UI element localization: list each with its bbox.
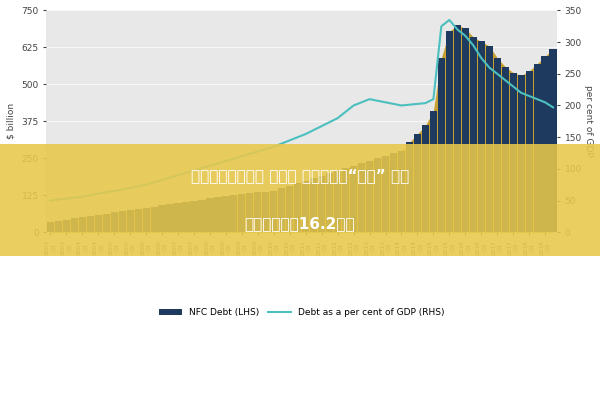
Bar: [358, 163, 365, 232]
Bar: [206, 198, 214, 232]
Bar: [485, 46, 493, 232]
Bar: [350, 166, 357, 232]
Legend: NFC Debt (LHS), Debt as a per cent of GDP (RHS): NFC Debt (LHS), Debt as a per cent of GD…: [155, 305, 448, 321]
Bar: [509, 72, 517, 232]
Bar: [223, 196, 230, 232]
Bar: [278, 188, 286, 232]
Bar: [390, 153, 397, 232]
Bar: [398, 151, 405, 232]
Bar: [127, 210, 134, 232]
Bar: [238, 194, 245, 232]
Bar: [262, 192, 269, 232]
Bar: [199, 200, 206, 232]
Bar: [342, 168, 349, 232]
Bar: [134, 209, 142, 232]
Bar: [190, 201, 197, 232]
Bar: [95, 215, 102, 232]
Bar: [246, 193, 253, 232]
Bar: [502, 67, 509, 232]
Bar: [406, 142, 413, 232]
Text: 安全炒股配资门户 大摩： 予九兴控股“增持” 评级: 安全炒股配资门户 大摩： 予九兴控股“增持” 评级: [191, 168, 409, 184]
Bar: [270, 191, 277, 232]
Bar: [143, 208, 150, 232]
Bar: [79, 217, 86, 232]
Bar: [175, 203, 182, 232]
Bar: [286, 186, 293, 232]
Bar: [438, 58, 445, 232]
Text: 目标价上调至16.2港元: 目标价上调至16.2港元: [245, 216, 355, 232]
Bar: [302, 181, 310, 232]
Y-axis label: per cent of GDP: per cent of GDP: [584, 86, 593, 157]
Bar: [71, 218, 78, 232]
Bar: [374, 158, 381, 232]
Bar: [541, 56, 548, 232]
Y-axis label: $ billion: $ billion: [7, 103, 16, 139]
Bar: [334, 171, 341, 232]
Bar: [526, 71, 533, 232]
Bar: [454, 25, 461, 232]
Bar: [478, 42, 485, 232]
Bar: [518, 76, 525, 232]
Bar: [422, 125, 429, 232]
Bar: [318, 176, 325, 232]
Bar: [55, 221, 62, 232]
Bar: [533, 64, 541, 232]
Bar: [254, 192, 262, 232]
Bar: [63, 220, 70, 232]
Bar: [158, 206, 166, 232]
Bar: [430, 111, 437, 232]
Bar: [230, 195, 238, 232]
Bar: [110, 212, 118, 232]
Bar: [326, 173, 333, 232]
Bar: [382, 156, 389, 232]
Bar: [214, 197, 221, 232]
Bar: [414, 134, 421, 232]
Bar: [294, 183, 301, 232]
Bar: [182, 202, 190, 232]
Bar: [494, 58, 501, 232]
Bar: [550, 49, 557, 232]
Bar: [366, 161, 373, 232]
Bar: [166, 204, 173, 232]
Bar: [310, 178, 317, 232]
Bar: [86, 216, 94, 232]
Bar: [462, 28, 469, 232]
Bar: [470, 37, 477, 232]
Bar: [446, 31, 453, 232]
Bar: [119, 211, 126, 232]
Bar: [103, 214, 110, 232]
Bar: [151, 207, 158, 232]
Bar: [47, 222, 54, 232]
